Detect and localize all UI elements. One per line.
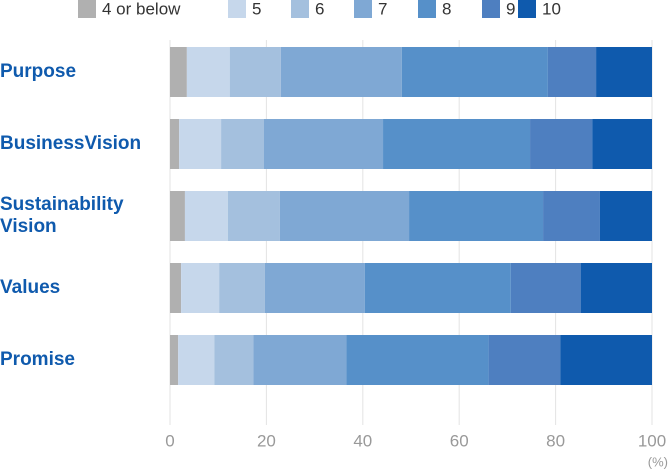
bar-segment: [229, 47, 281, 97]
legend-swatch: [518, 0, 536, 18]
bar-segment: [401, 47, 548, 97]
bar-segment: [543, 191, 600, 241]
bar-segment: [186, 47, 230, 97]
x-tick-label: 100: [638, 431, 666, 450]
x-tick-label: 60: [450, 431, 469, 450]
legend-label: 7: [378, 0, 387, 18]
legend-label: 9: [506, 0, 515, 18]
bar-segment: [219, 263, 265, 313]
x-tick-label: 80: [546, 431, 565, 450]
category-label: Promise: [0, 349, 75, 370]
bar-segment: [227, 191, 280, 241]
bar-segment: [599, 191, 652, 241]
legend-swatch: [418, 0, 436, 18]
bar-segment: [383, 119, 531, 169]
category-label: Purpose: [0, 61, 77, 82]
bar-segment: [263, 119, 384, 169]
category-label: BusinessVision: [0, 133, 142, 154]
x-tick-label: 0: [165, 431, 174, 450]
legend-swatch: [291, 0, 309, 18]
bar-segment: [279, 191, 410, 241]
x-tick-label: 40: [353, 431, 372, 450]
bar-segment: [170, 263, 182, 313]
bar-segment: [530, 119, 593, 169]
bar-segment: [179, 119, 222, 169]
category-label: Values: [0, 277, 61, 298]
legend-label: 6: [315, 0, 324, 18]
bar-segment: [170, 191, 185, 241]
bar-segment: [560, 335, 652, 385]
bar-segment: [592, 119, 652, 169]
bar-segment: [580, 263, 652, 313]
bar-segment: [181, 263, 220, 313]
bar-segment: [178, 335, 215, 385]
bar-segment: [170, 119, 180, 169]
legend-label: 10: [542, 0, 561, 18]
legend-swatch: [482, 0, 500, 18]
bar-segment: [170, 335, 179, 385]
bar-segment: [264, 263, 365, 313]
bar-segment: [409, 191, 544, 241]
bar-segment: [214, 335, 254, 385]
bar-segment: [280, 47, 402, 97]
bar-segment: [253, 335, 347, 385]
bar-segment: [184, 191, 228, 241]
legend-swatch: [354, 0, 372, 18]
bar-segment: [547, 47, 597, 97]
legend-label: 8: [442, 0, 451, 18]
legend-label: 5: [252, 0, 261, 18]
bar-segment: [346, 335, 489, 385]
bar-segment: [488, 335, 561, 385]
legend-swatch: [78, 0, 96, 18]
legend-swatch: [228, 0, 246, 18]
bar-segment: [221, 119, 264, 169]
bar-segment: [510, 263, 581, 313]
x-axis-label: (%): [648, 454, 668, 469]
bar-segment: [170, 47, 187, 97]
category-label: Sustainability Vision: [0, 194, 124, 237]
bar-segment: [596, 47, 652, 97]
x-tick-label: 20: [257, 431, 276, 450]
legend-label: 4 or below: [102, 0, 181, 18]
bar-segment: [364, 263, 511, 313]
